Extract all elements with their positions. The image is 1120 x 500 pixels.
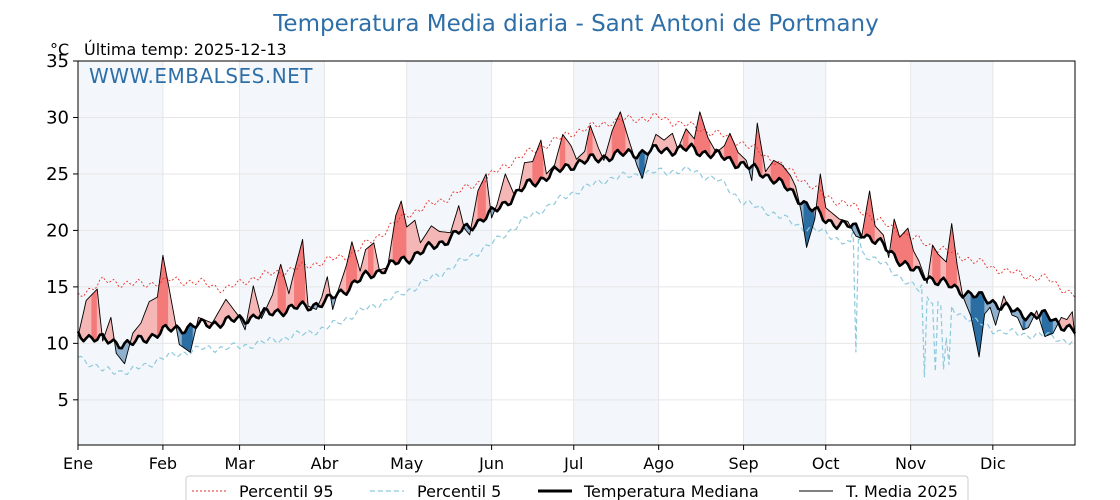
legend-label-p95: Percentil 95 xyxy=(239,482,334,500)
anomaly-segment xyxy=(370,242,375,279)
month-shades xyxy=(78,61,993,445)
anomaly-segment xyxy=(395,208,399,265)
anomaly-segment xyxy=(181,332,186,350)
anomaly-segment xyxy=(904,227,909,265)
series-line-current xyxy=(77,111,1076,365)
anomaly-segment xyxy=(902,230,906,265)
anomaly-segment xyxy=(85,296,90,340)
x-tick-label-feb: Feb xyxy=(149,454,177,473)
legend-label-median: Temperatura Mediana xyxy=(583,482,759,500)
legend-box xyxy=(185,475,969,500)
y-tick-label-30: 30 xyxy=(46,107,69,128)
anomaly-segment xyxy=(91,291,95,343)
y-axis: 5 10 15 20 25 30 35 xyxy=(46,51,78,411)
x-tick-label-nov: Nov xyxy=(895,454,926,473)
anomaly-segment xyxy=(1050,319,1054,335)
x-tick-label-sep: Sep xyxy=(729,454,759,473)
anomaly-segment xyxy=(94,288,98,342)
legend-label-current: T. Media 2025 xyxy=(845,482,958,500)
legend-item-median: Temperatura Mediana xyxy=(538,482,759,500)
x-tick-label-ago: Ago xyxy=(643,454,674,473)
month-shade-mar xyxy=(239,61,325,445)
y-tick-label-20: 20 xyxy=(46,220,69,241)
y-tick-label-10: 10 xyxy=(46,333,69,354)
anomaly-segment xyxy=(899,233,903,267)
x-tick-label-oct: Oct xyxy=(812,454,840,473)
x-tick-label-jul: Jul xyxy=(563,454,583,473)
unit-label: °C xyxy=(50,40,69,59)
y-tick-label-5: 5 xyxy=(58,390,69,411)
x-tick-label-abr: Abr xyxy=(311,454,339,473)
legend-item-p5: Percentil 5 xyxy=(370,482,501,500)
x-tick-label-mar: Mar xyxy=(225,454,256,473)
anomaly-segment xyxy=(526,161,531,181)
chart-title: Temperatura Media diaria - Sant Antoni d… xyxy=(272,11,878,37)
y-tick-label-15: 15 xyxy=(46,277,69,298)
month-shade-sep xyxy=(743,61,826,445)
watermark: WWW.EMBALSES.NET xyxy=(89,64,313,88)
anomaly-segment xyxy=(406,224,410,265)
x-tick-label-may: May xyxy=(390,454,423,473)
x-tick-label-jun: Jun xyxy=(478,454,504,473)
legend-label-p5: Percentil 5 xyxy=(417,482,501,500)
anomaly-segment xyxy=(154,296,158,339)
anomaly-segment xyxy=(398,200,402,265)
x-axis: Ene Feb Mar Abr May Jun Jul Ago Sep Oct Nov Dic xyxy=(63,445,1006,473)
anomaly-segment xyxy=(480,179,484,222)
anomaly-segment xyxy=(88,294,92,339)
anomaly-segment xyxy=(565,137,569,166)
x-tick-label-ene: Ene xyxy=(63,454,93,473)
month-shade-ene xyxy=(78,61,163,445)
series-line-p95 xyxy=(77,113,1076,298)
legend-item-current: T. Media 2025 xyxy=(799,482,958,500)
legend-item-p95: Percentil 95 xyxy=(192,482,334,500)
last-temp-label: Última temp: 2025-12-13 xyxy=(84,40,287,59)
y-tick-label-25: 25 xyxy=(46,164,69,185)
x-tick-label-dic: Dic xyxy=(980,454,1006,473)
anomaly-segment xyxy=(148,299,153,340)
series-line-median xyxy=(76,142,1077,350)
plot-frame xyxy=(77,60,1076,446)
y-tick-label-35: 35 xyxy=(46,51,69,72)
legend: Percentil 95 Percentil 5 Temperatura Med… xyxy=(185,475,969,500)
anomaly-segment xyxy=(935,248,939,286)
series-line-p5 xyxy=(77,165,1076,378)
series-lines xyxy=(76,111,1077,378)
anomaly-segment xyxy=(151,298,155,337)
